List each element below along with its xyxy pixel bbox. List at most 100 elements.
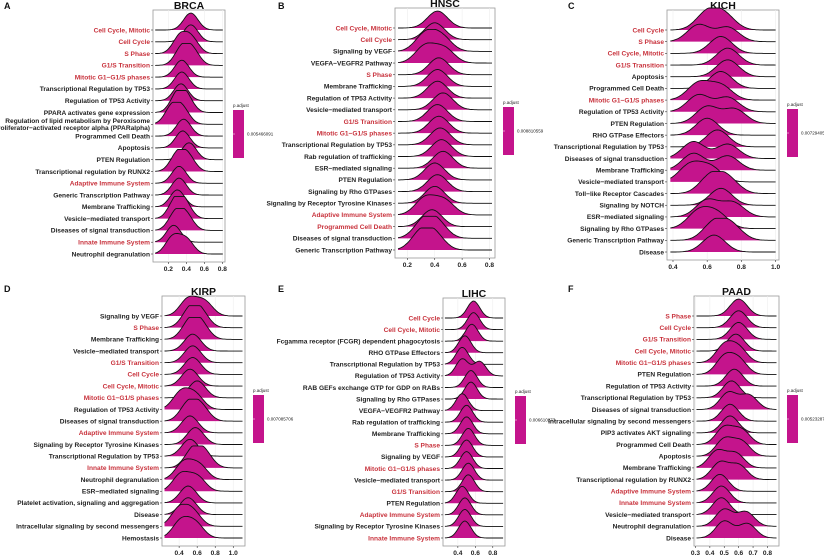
panel-b: B HNSC 0.2 0.4 0.6 0.8 Cell Cycle, Mitotic Cell… [266,0,543,269]
x-tick-label: 0.6 [193,550,202,557]
x-tick-label: 0.2 [164,266,173,273]
pathway-label: Membrane Trafficking [324,84,392,91]
pathway-label-line: Transcriptional Regulation by TP53 [581,395,692,402]
pathway-label-line: Regulation of TP53 Activity [74,407,159,414]
ridge-density [398,228,492,250]
ridge-outline [164,387,243,410]
pathway-label-line: Regulation of TP53 Activity [307,95,392,102]
legend-title: p.adjust [503,100,520,105]
pathway-label: Vesicle−mediated transport [306,107,393,114]
ridge-outline [164,515,243,539]
ridge-density [696,425,777,445]
pathway-label: Cell Cycle [632,27,664,34]
pathway-label: Transcriptional Regulation by TP53 [282,142,393,149]
pathway-label-line: PTEN Regulation [97,157,150,164]
ridge-outline [444,404,504,423]
pathway-label-line: Cell Cycle [408,315,440,322]
pathway-label-line: Mitotic G1−G1/S phases [616,360,692,367]
pathway-label-line: Signaling by VEGF [333,49,392,56]
pathway-label-line: Neutrophil degranulation [81,477,159,484]
pathway-label-line: Regulation of TP53 Activity [65,98,150,105]
ridge-outline [696,322,777,340]
ridge-outline [155,207,223,231]
pathway-label-line: Mitotic G1−G1/S phases [365,466,441,473]
pathway-label-line: Transcriptional Regulation by TP53 [282,142,393,149]
ridge-density [444,486,504,504]
ridge-density [670,94,776,112]
legend-value: 0.006610273 [529,418,556,423]
ridge-outline [155,83,223,102]
x-tick-label: 0.2 [403,262,412,269]
pathway-label-line: Adaptive Immune System [70,181,150,188]
pathway-label-line: Cell Cycle, Mitotic [635,348,692,355]
ridge-density [155,72,223,89]
pathway-label: Adaptive Immune System [611,489,691,496]
legend-title: p.adjust [787,388,804,393]
pathway-label: PPARA activates gene expression [44,110,150,117]
pathway-label-line: Membrane Trafficking [324,84,392,91]
pathway-label: Membrane Trafficking [596,168,664,175]
pathway-label-line: PPARA activates gene expression [44,110,150,117]
ridge-density [670,59,776,77]
ridge-density [670,24,776,42]
pathway-label-line: ESR−mediated signaling [82,489,159,496]
ridge-outline [155,142,223,161]
x-tick-label: 1.0 [771,264,780,271]
ridge-density [444,463,504,481]
pathway-label: S Phase [124,51,150,58]
legend-title: p.adjust [515,389,532,394]
ridge-outline [164,333,243,352]
pathway-label: Cell Cycle [360,37,392,44]
ridge-outline [164,295,243,317]
pathway-label: Signaling by Receptor Tyrosine Kinases [33,442,159,449]
ridge-outline [155,196,223,220]
pathway-label-line: Adaptive Immune System [360,512,440,519]
pathway-label-line: RAB GEFs exchange GTP for GDP on RABs [303,385,440,392]
ridge-density [398,57,492,75]
ridge-outline [155,31,223,55]
pathway-label-line: Signaling by Receptor Tyrosine Kinases [314,524,440,531]
ridge-density [444,416,504,434]
ridge-density [164,427,243,445]
pathway-label-line: Programmed Cell Death [589,86,664,93]
x-tick-label: 0.4 [175,550,184,557]
pathway-label: Vesicle−mediated transport [605,512,692,519]
ridge-outline [696,520,777,539]
pathway-label: ESR−mediated signaling [315,166,392,173]
pathway-label: PTEN Regulation [638,372,691,379]
pathway-label-line: Transcriptional regulation by RUNX2 [35,169,150,176]
ridge-density [398,174,492,192]
pathway-label: Adaptive Immune System [79,430,159,437]
pathway-label-line: Diseases of signal transduction [51,228,150,235]
ridge-outline [398,10,492,29]
legend-title: p.adjust [253,388,270,393]
ridge-outline [696,436,777,457]
ridge-outline [444,462,504,481]
ridge-density [155,43,223,66]
ridge-outline [444,300,504,319]
ridge-outline [670,198,776,218]
panel-title: KIRP [191,286,216,298]
ridge-outline [696,497,777,516]
pathway-label-line: Cell Cycle, Mitotic [608,51,665,58]
ridge-outline [164,368,243,387]
ridge-outline [398,80,492,99]
pathway-label-line: Intracellular signaling by second messen… [16,524,159,531]
x-tick-label: 0.6 [471,550,480,557]
ridge-outline [398,104,492,122]
ridge-density [444,405,504,423]
pathway-label-line: Disease [666,535,691,542]
pathway-label-line: S Phase [366,72,392,79]
ridge-outline [696,380,777,399]
ridge-density [444,428,504,446]
ridge-outline [164,398,243,422]
pathway-label-line: Regulation of TP53 Activity [606,383,691,390]
pathway-label: Adaptive Immune System [70,181,150,188]
pathway-label-line: Neutrophil degranulation [613,524,691,531]
pathway-label-line: Cell Cycle [127,372,159,379]
ridge-outline [397,42,492,64]
ridge-outline [164,445,243,469]
pathway-label: Diseases of signal transduction [60,418,159,425]
ridge-outline [696,424,777,445]
pathway-label: Disease [639,249,664,256]
